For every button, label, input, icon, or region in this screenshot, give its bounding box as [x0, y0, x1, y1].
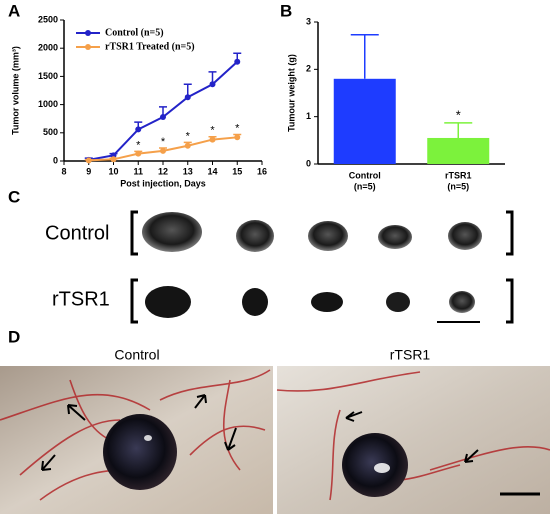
caption: Control — [114, 347, 159, 363]
point — [160, 147, 166, 154]
significance: * — [456, 107, 461, 122]
significance: * — [161, 136, 166, 148]
line-chart: 0 500 1000 1500 2000 2500 8 9 10 11 12 13 14 15 16 Post… — [10, 14, 267, 188]
legend-swatch — [85, 30, 91, 36]
tumor — [386, 292, 410, 312]
membrane-panel: Control rTSR1 — [0, 347, 550, 514]
row-label: Control — [45, 222, 109, 244]
arrows — [345, 411, 479, 463]
eye — [103, 414, 177, 490]
error-bar — [350, 34, 379, 79]
bar — [333, 78, 396, 164]
tumor — [308, 221, 348, 251]
significance: * — [136, 139, 141, 151]
y-tick-label: 3 — [306, 16, 311, 26]
significance: * — [235, 122, 240, 134]
error-bar — [444, 122, 473, 138]
photo — [277, 366, 550, 514]
legend-label: rTSR1 Treated (n=5) — [105, 41, 195, 52]
point — [135, 126, 142, 133]
row-label: rTSR1 — [52, 288, 110, 310]
bar — [427, 137, 490, 164]
x-tick-label: 14 — [207, 166, 217, 176]
x-tick-label: 10 — [108, 166, 118, 176]
y-axis-label: Tumour weight (g) — [286, 54, 296, 132]
tumor — [448, 222, 482, 250]
x-tick-label: 15 — [232, 166, 242, 176]
tumor — [378, 225, 412, 249]
y-tick-label: 2 — [306, 64, 311, 74]
y-axis-label: Tumor volume (mm³) — [10, 46, 20, 135]
arrows — [41, 394, 237, 471]
eye — [342, 433, 408, 497]
y-tick-label: 2500 — [38, 14, 58, 24]
vessel — [0, 369, 271, 501]
y-tick-label: 1 — [306, 111, 311, 121]
panel-label: D — [8, 327, 20, 346]
tumor — [449, 291, 475, 313]
tumor-panel: Control rTSR1 — [45, 210, 514, 324]
highlight — [374, 463, 390, 473]
legend-swatch — [85, 44, 91, 50]
x-axis-label: Post injection, Days — [120, 178, 206, 188]
bracket — [130, 210, 138, 324]
significance: * — [210, 125, 215, 137]
vessel — [276, 371, 550, 501]
y-tick-label: 1000 — [38, 99, 58, 109]
point — [160, 114, 166, 121]
x-tick-sublabel: (n=5) — [447, 181, 469, 191]
point — [234, 58, 241, 65]
x-tick-label: 8 — [61, 166, 66, 176]
panel-label: A — [8, 1, 20, 20]
point — [85, 157, 92, 164]
point — [184, 94, 191, 101]
y-tick-label: 500 — [43, 127, 58, 137]
significance: * — [186, 130, 191, 142]
x-tick-label: 16 — [257, 166, 267, 176]
bracket — [506, 210, 514, 324]
x-tick-sublabel: (n=5) — [354, 181, 376, 191]
y-tick-label: 1500 — [38, 71, 58, 81]
x-tick-label: 9 — [86, 166, 91, 176]
highlight — [144, 435, 152, 441]
legend-label: Control (n=5) — [105, 27, 164, 38]
tumor — [236, 220, 274, 252]
caption: rTSR1 — [390, 347, 431, 363]
x-tick-label: 11 — [133, 166, 143, 176]
point — [135, 150, 142, 157]
x-tick-label: Control — [349, 170, 381, 180]
y-tick-label: 0 — [53, 155, 58, 165]
y-tick-label: 0 — [306, 158, 311, 168]
tumor — [311, 292, 343, 312]
point — [110, 156, 117, 163]
x-tick-label: 13 — [183, 166, 193, 176]
point — [209, 136, 216, 143]
panel-label: B — [280, 1, 292, 20]
point — [184, 142, 191, 149]
y-tick-label: 2000 — [38, 43, 58, 53]
x-tick-label: rTSR1 — [445, 170, 472, 180]
tumor — [242, 288, 268, 316]
point — [209, 81, 216, 88]
tumor — [142, 212, 202, 252]
panel-label: C — [8, 187, 20, 206]
x-tick-label: 12 — [158, 166, 168, 176]
tumor — [145, 286, 191, 318]
point — [234, 134, 241, 141]
